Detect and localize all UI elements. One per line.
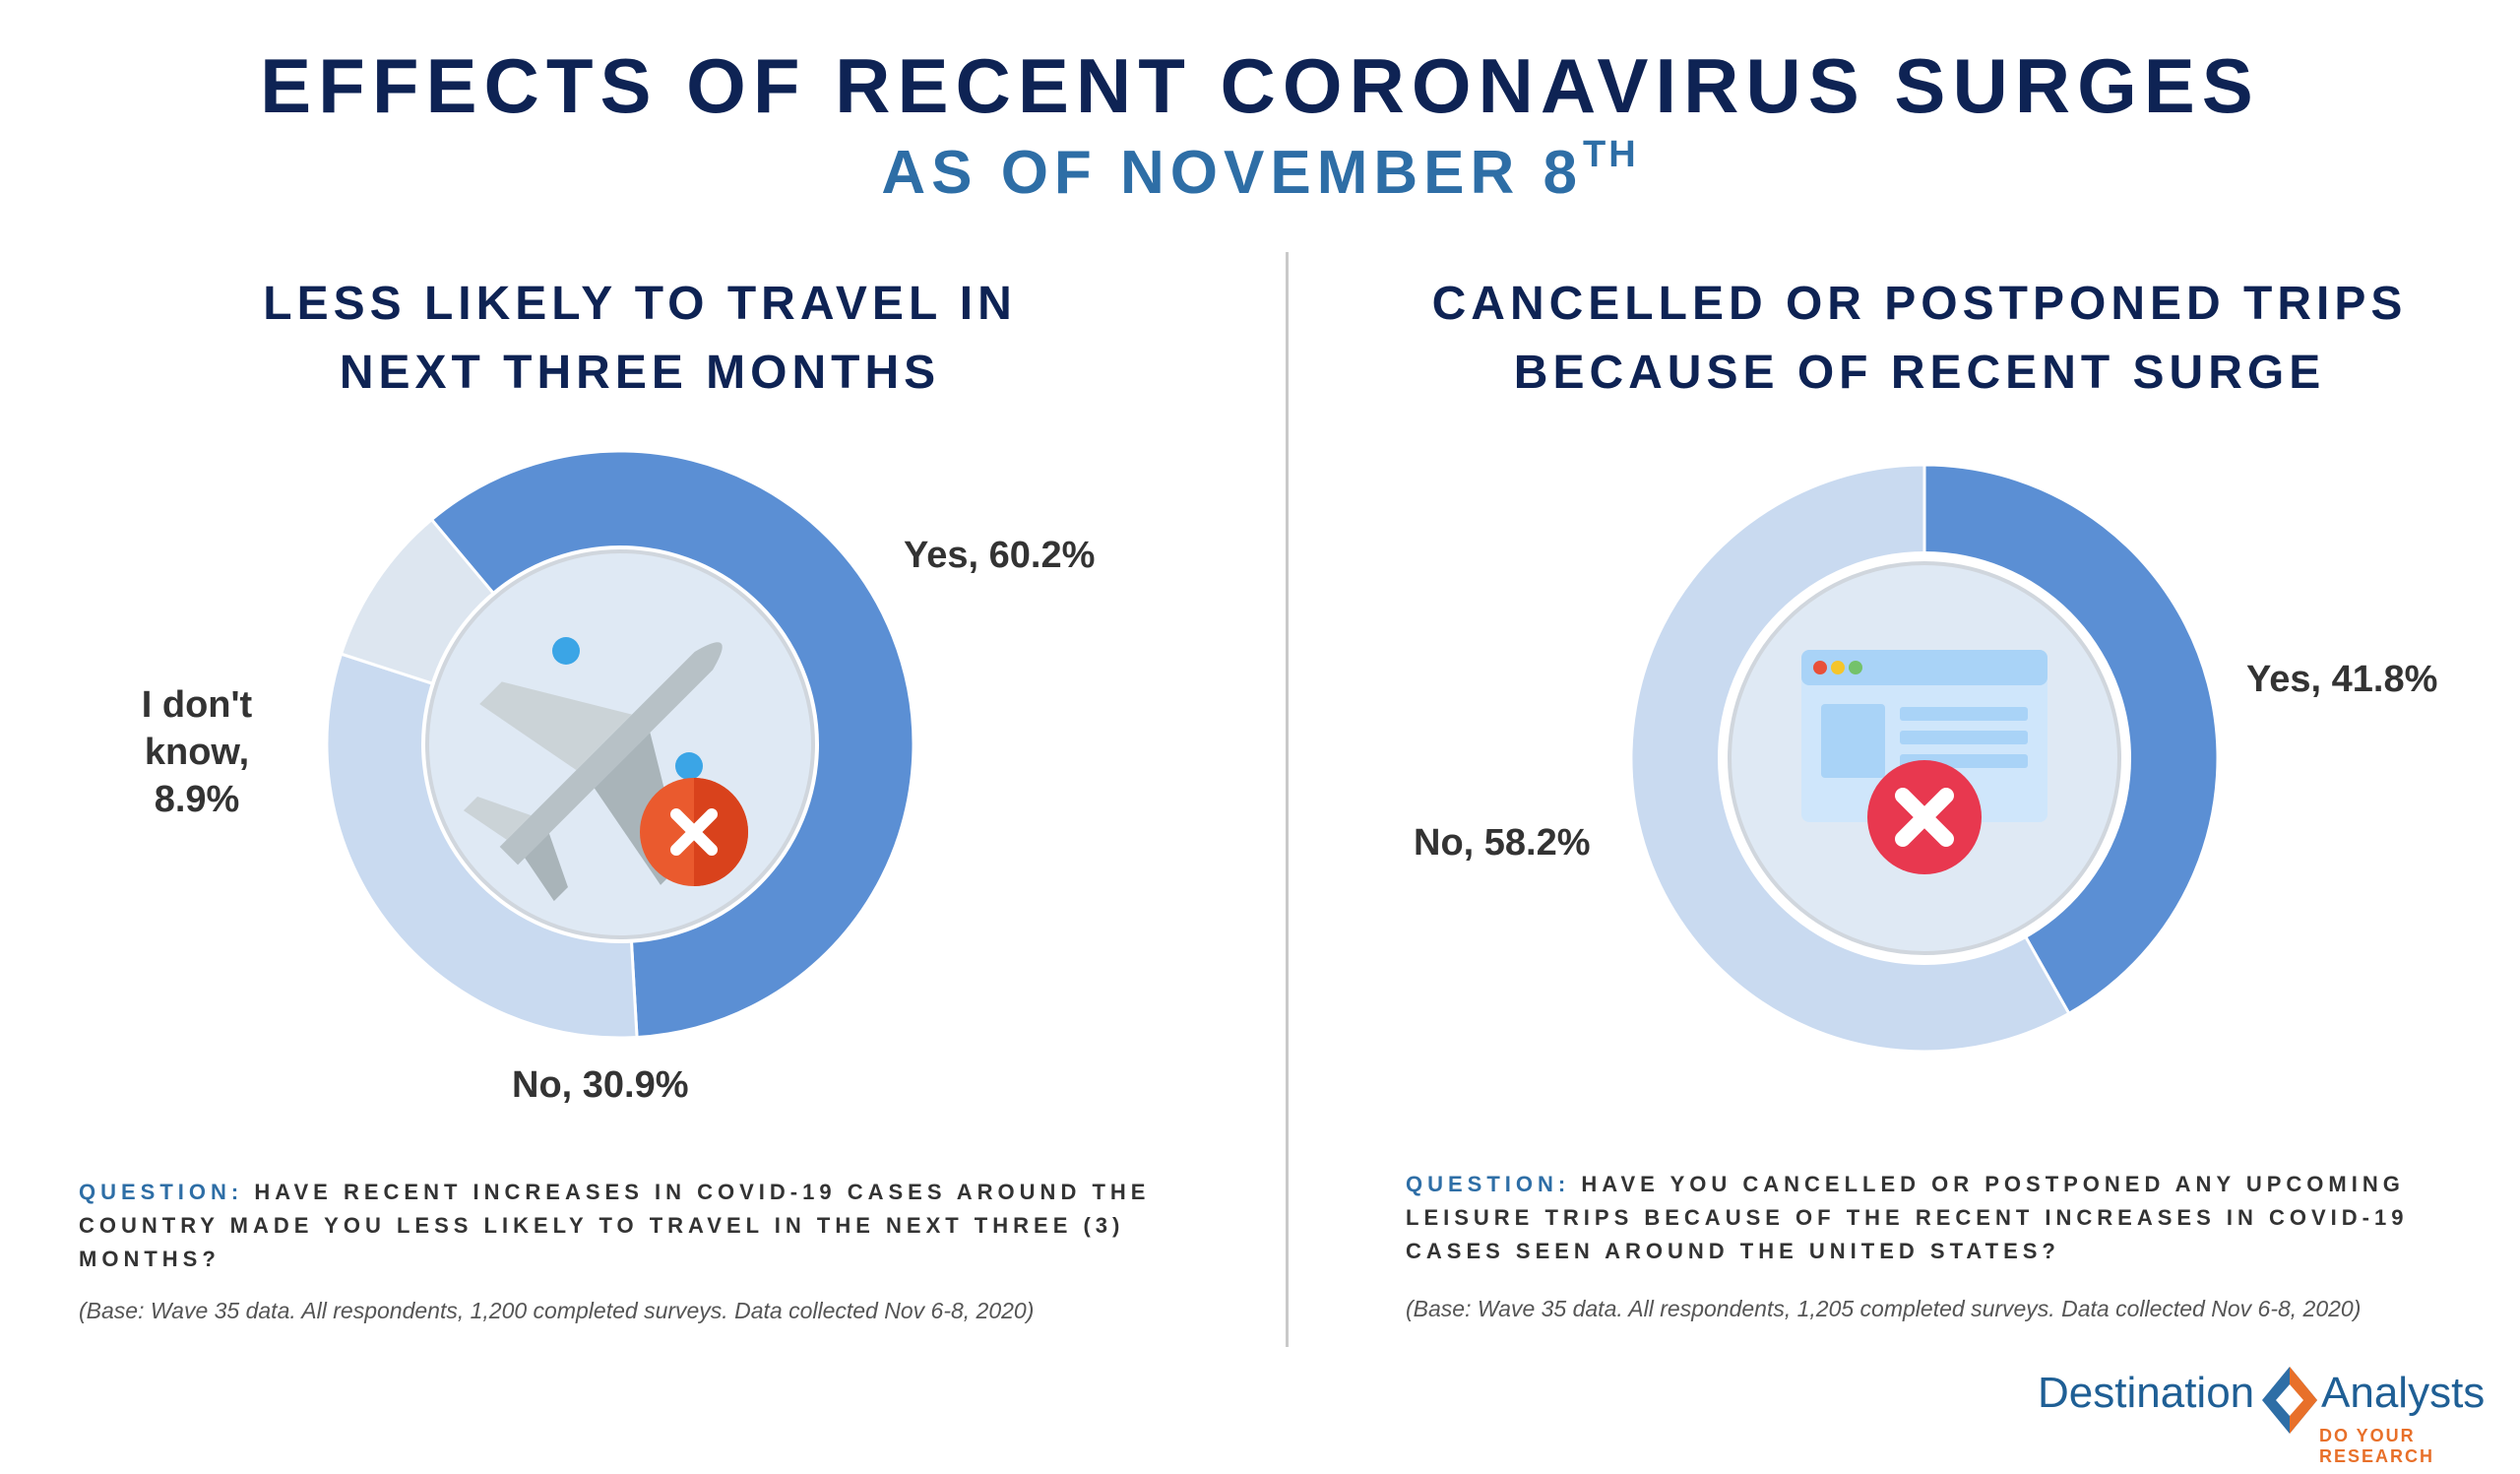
diamond-logo-icon	[2262, 1367, 2317, 1434]
airplane-cancel-icon	[463, 637, 748, 902]
right-question: QUESTION: HAVE YOU CANCELLED OR POSTPONE…	[1406, 1168, 2469, 1268]
left-base-note: (Base: Wave 35 data. All respondents, 1,…	[79, 1298, 1035, 1323]
right-question-key: QUESTION:	[1406, 1172, 1571, 1196]
left-label-dont-know-line-2: know,	[144, 732, 250, 773]
left-donut-chart	[325, 449, 915, 1040]
logo-word-destination: Destination	[2038, 1369, 2255, 1417]
left-label-dont-know: I don't know, 8.9%	[108, 681, 285, 823]
logo-tagline: DO YOUR RESEARCH	[2319, 1426, 2435, 1466]
browser-cancel-icon	[1801, 650, 2048, 874]
left-label-no: No, 30.9%	[512, 1064, 689, 1106]
right-title-line-2: BECAUSE OF RECENT SURGE	[1513, 347, 2326, 399]
left-title-line-1: LESS LIKELY TO TRAVEL IN	[263, 278, 1017, 330]
page-title: EFFECTS OF RECENT CORONAVIRUS SURGES	[260, 42, 2260, 129]
left-label-dont-know-line-1: I don't	[141, 684, 253, 726]
right-label-yes: Yes, 41.8%	[2246, 659, 2438, 700]
left-donut-slices	[325, 449, 915, 1040]
page-subtitle: AS OF NOVEMBER 8TH	[0, 134, 2520, 208]
panel-divider	[1286, 252, 1289, 1347]
right-label-no: No, 58.2%	[1414, 822, 1591, 864]
subtitle-text: AS OF NOVEMBER 8	[881, 139, 1583, 207]
left-label-dont-know-line-3: 8.9%	[154, 779, 240, 820]
right-chart-title: CANCELLED OR POSTPONED TRIPS BECAUSE OF …	[1378, 270, 2461, 408]
left-label-yes: Yes, 60.2%	[904, 535, 1096, 576]
right-title-line-1: CANCELLED OR POSTPONED TRIPS	[1431, 278, 2408, 330]
left-chart-title: LESS LIKELY TO TRAVEL IN NEXT THREE MONT…	[197, 270, 1083, 408]
right-base-note: (Base: Wave 35 data. All respondents, 1,…	[1406, 1296, 2362, 1321]
left-question-text: HAVE RECENT INCREASES IN COVID-19 CASES …	[79, 1180, 1151, 1271]
right-question-text: HAVE YOU CANCELLED OR POSTPONED ANY UPCO…	[1406, 1172, 2409, 1263]
left-title-line-2: NEXT THREE MONTHS	[339, 347, 941, 399]
left-question-key: QUESTION:	[79, 1180, 244, 1204]
subtitle-suffix: TH	[1582, 134, 1639, 175]
right-donut-chart	[1629, 463, 2220, 1054]
left-question: QUESTION: HAVE RECENT INCREASES IN COVID…	[79, 1176, 1240, 1276]
logo-word-analysts: Analysts	[2321, 1369, 2486, 1417]
destination-analysts-logo: Destination Analysts DO YOUR RESEARCH	[2038, 1361, 2510, 1466]
